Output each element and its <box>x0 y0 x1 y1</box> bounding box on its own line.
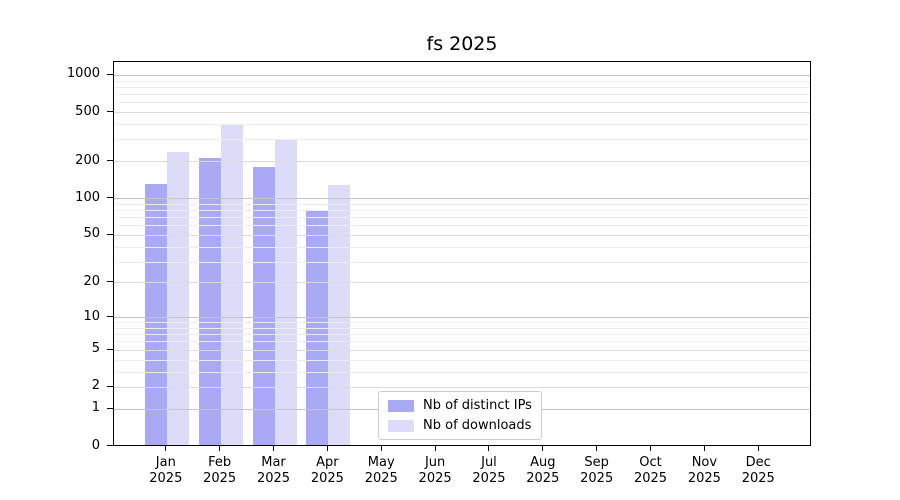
x-tick-year: 2025 <box>310 470 344 486</box>
x-tick-year: 2025 <box>364 470 398 486</box>
bar-downloads <box>274 139 297 445</box>
bar-distinct-ips <box>144 183 167 445</box>
y-tick-mark <box>107 160 113 162</box>
bar-distinct-ips <box>252 166 275 445</box>
legend: Nb of distinct IPs Nb of downloads <box>378 391 542 440</box>
x-tick-month: Jan <box>155 454 176 470</box>
legend-swatch-distinct-ips <box>388 399 414 412</box>
y-tick-mark <box>107 197 113 199</box>
x-tick-month: Apr <box>316 454 339 470</box>
x-tick-month: Jul <box>481 454 497 470</box>
x-tick-mark <box>273 445 275 451</box>
y-tick-mark <box>107 445 113 446</box>
y-tick-mark <box>107 233 113 235</box>
legend-label-distinct-ips: Nb of distinct IPs <box>423 397 532 413</box>
x-tick-month: Aug <box>530 454 556 470</box>
plot-area <box>113 61 811 446</box>
x-tick-mark <box>650 445 652 451</box>
x-tick-label: Jun 2025 <box>403 455 467 487</box>
x-tick-label: Feb 2025 <box>188 455 252 487</box>
y-tick-label: 200 <box>75 152 100 168</box>
y-tick-mark <box>107 316 113 318</box>
x-tick-label: Oct 2025 <box>619 455 683 487</box>
bar-downloads <box>328 184 351 445</box>
x-tick-year: 2025 <box>526 470 560 486</box>
y-tick-mark <box>107 407 113 409</box>
y-tick-label: 500 <box>75 103 100 119</box>
x-tick-mark <box>434 445 436 451</box>
x-tick-label: Jan 2025 <box>134 455 198 487</box>
x-tick-year: 2025 <box>741 470 775 486</box>
x-tick-month: Jun <box>424 454 446 470</box>
x-tick-mark <box>326 445 328 451</box>
y-tick-mark <box>107 73 113 75</box>
y-tick-label: 0 <box>91 437 100 453</box>
x-tick-mark <box>219 445 221 451</box>
legend-item-distinct-ips: Nb of distinct IPs <box>388 396 532 415</box>
x-tick-month: Sep <box>584 454 609 470</box>
y-tick-label: 20 <box>83 273 100 289</box>
x-tick-label: Mar 2025 <box>242 455 306 487</box>
bar-distinct-ips <box>306 209 329 445</box>
y-tick-mark <box>107 111 113 113</box>
x-tick-month: May <box>367 454 395 470</box>
x-tick-year: 2025 <box>472 470 506 486</box>
x-tick-year: 2025 <box>687 470 721 486</box>
x-tick-mark <box>542 445 544 451</box>
x-tick-mark <box>596 445 598 451</box>
x-tick-year: 2025 <box>256 470 291 486</box>
x-tick-month: Oct <box>639 454 662 470</box>
bar-downloads <box>166 151 189 445</box>
legend-label-downloads: Nb of downloads <box>423 417 532 433</box>
x-tick-label: Apr 2025 <box>295 455 359 487</box>
y-tick-label: 1000 <box>66 66 100 82</box>
x-tick-label: Nov 2025 <box>672 455 736 487</box>
y-tick-label: 100 <box>75 189 100 205</box>
x-tick-year: 2025 <box>580 470 614 486</box>
y-tick-mark <box>107 348 113 350</box>
x-tick-label: May 2025 <box>349 455 413 487</box>
x-tick-year: 2025 <box>633 470 668 486</box>
x-tick-mark <box>165 445 167 451</box>
bar-downloads <box>220 124 243 445</box>
y-tick-mark <box>107 281 113 283</box>
legend-item-downloads: Nb of downloads <box>388 416 532 435</box>
y-tick-label: 5 <box>91 341 100 357</box>
x-tick-month: Feb <box>208 454 232 470</box>
x-tick-month: Dec <box>745 454 771 470</box>
y-tick-label: 50 <box>83 226 100 242</box>
y-tick-label: 2 <box>91 378 100 394</box>
bar-distinct-ips <box>198 157 221 445</box>
x-tick-year: 2025 <box>203 470 237 486</box>
x-tick-mark <box>488 445 490 451</box>
legend-swatch-downloads <box>388 419 414 432</box>
x-tick-label: Jul 2025 <box>457 455 521 487</box>
x-tick-mark <box>757 445 759 451</box>
x-tick-mark <box>380 445 382 451</box>
x-tick-label: Dec 2025 <box>726 455 790 487</box>
chart-title: fs 2025 <box>426 33 498 55</box>
x-tick-year: 2025 <box>418 470 452 486</box>
x-tick-month: Mar <box>261 454 286 470</box>
bars-layer <box>114 62 810 445</box>
x-tick-label: Sep 2025 <box>565 455 629 487</box>
x-tick-month: Nov <box>691 454 718 470</box>
x-tick-year: 2025 <box>149 470 183 486</box>
x-tick-label: Aug 2025 <box>511 455 575 487</box>
y-tick-mark <box>107 385 113 387</box>
y-tick-label: 1 <box>91 400 100 416</box>
x-tick-mark <box>703 445 705 451</box>
y-tick-label: 10 <box>83 308 100 324</box>
